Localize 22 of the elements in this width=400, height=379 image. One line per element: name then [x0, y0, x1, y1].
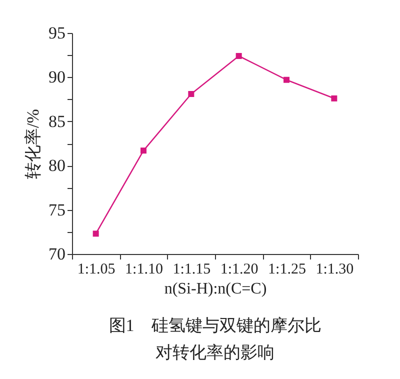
- point: [140, 148, 146, 154]
- y-tick-label: 95: [48, 24, 66, 42]
- y-tick-label: 75: [48, 200, 66, 220]
- y-tick-label: 90: [48, 68, 66, 87]
- point: [284, 76, 290, 83]
- x-tick-label: 1:1.30: [316, 262, 354, 278]
- text: 对转化率的影响: [156, 343, 274, 362]
- point: [331, 95, 338, 102]
- y-axis-title: 转化率/%: [24, 109, 42, 179]
- y-tick-label: 70: [48, 244, 66, 264]
- x-tick-label: 1:1.25: [268, 262, 306, 278]
- x-tick-label: 1:1.15: [172, 262, 211, 278]
- point: [92, 230, 99, 237]
- x-tick-label: 1:1.20: [220, 262, 258, 278]
- point: [188, 90, 194, 97]
- point: [236, 52, 242, 59]
- text: 图1 硅氢键与双键的摩尔比: [108, 316, 322, 335]
- x-tick-label: 1:1.10: [125, 262, 163, 278]
- y-tick-label: 80: [48, 156, 66, 176]
- y-tick-label: 85: [48, 112, 66, 131]
- x-tick-label: 1:1.05: [77, 262, 116, 278]
- x-axis-title: n(Si-H):n(C=C): [164, 280, 267, 298]
